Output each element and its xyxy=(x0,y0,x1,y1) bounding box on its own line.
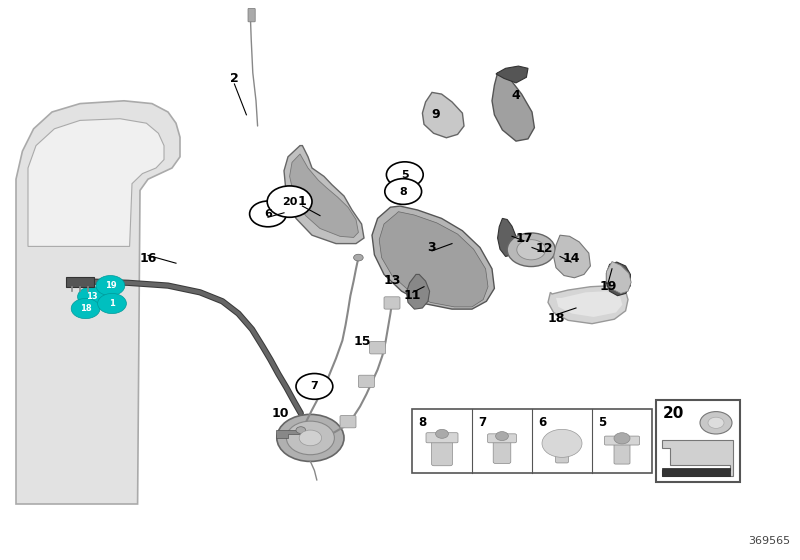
Circle shape xyxy=(71,298,100,319)
Circle shape xyxy=(250,201,286,227)
Circle shape xyxy=(700,412,732,434)
FancyBboxPatch shape xyxy=(248,8,255,22)
Text: 13: 13 xyxy=(383,273,401,287)
Polygon shape xyxy=(496,66,528,83)
FancyBboxPatch shape xyxy=(555,449,568,463)
Text: 3: 3 xyxy=(428,241,436,254)
FancyBboxPatch shape xyxy=(493,439,510,464)
Polygon shape xyxy=(16,101,180,504)
Polygon shape xyxy=(406,274,430,309)
Text: 14: 14 xyxy=(562,252,580,265)
Text: 6: 6 xyxy=(538,416,546,428)
Circle shape xyxy=(354,254,363,261)
Circle shape xyxy=(517,240,546,260)
Polygon shape xyxy=(422,92,464,138)
Circle shape xyxy=(614,433,630,444)
Text: 15: 15 xyxy=(354,335,371,348)
Polygon shape xyxy=(548,286,628,324)
FancyBboxPatch shape xyxy=(340,416,356,428)
FancyBboxPatch shape xyxy=(432,439,453,466)
Circle shape xyxy=(286,421,334,455)
Circle shape xyxy=(267,186,312,217)
Circle shape xyxy=(299,430,322,446)
Polygon shape xyxy=(492,73,534,141)
Text: 20: 20 xyxy=(282,197,298,207)
Polygon shape xyxy=(662,440,733,476)
Text: 2: 2 xyxy=(230,72,238,85)
Text: 6: 6 xyxy=(264,209,272,219)
Polygon shape xyxy=(284,146,364,244)
Polygon shape xyxy=(28,119,164,246)
Circle shape xyxy=(436,430,448,438)
FancyBboxPatch shape xyxy=(487,434,517,443)
Polygon shape xyxy=(276,430,302,438)
Text: 1: 1 xyxy=(109,299,115,308)
FancyBboxPatch shape xyxy=(426,433,458,443)
Text: 5: 5 xyxy=(598,416,606,428)
Text: 18: 18 xyxy=(547,311,565,325)
Circle shape xyxy=(98,293,126,314)
Polygon shape xyxy=(66,277,94,287)
Text: 20: 20 xyxy=(662,406,684,421)
Circle shape xyxy=(296,374,333,399)
Text: 10: 10 xyxy=(271,407,289,420)
FancyBboxPatch shape xyxy=(614,442,630,464)
Circle shape xyxy=(296,427,306,433)
Circle shape xyxy=(277,414,344,461)
Polygon shape xyxy=(379,212,488,307)
Text: 7: 7 xyxy=(478,416,486,428)
Text: 11: 11 xyxy=(404,289,422,302)
Polygon shape xyxy=(556,291,622,317)
Text: 8: 8 xyxy=(399,186,407,197)
FancyBboxPatch shape xyxy=(656,400,740,482)
Circle shape xyxy=(386,162,423,188)
FancyBboxPatch shape xyxy=(662,468,730,476)
Text: 18: 18 xyxy=(80,304,91,313)
Text: 17: 17 xyxy=(515,231,533,245)
Text: 369565: 369565 xyxy=(748,536,790,546)
Circle shape xyxy=(507,233,555,267)
Polygon shape xyxy=(606,262,630,296)
Text: 19: 19 xyxy=(105,281,116,290)
Polygon shape xyxy=(606,262,631,293)
Text: 19: 19 xyxy=(599,280,617,293)
FancyBboxPatch shape xyxy=(358,375,374,388)
Polygon shape xyxy=(290,154,358,237)
FancyBboxPatch shape xyxy=(412,409,652,473)
Text: 7: 7 xyxy=(310,381,318,391)
Circle shape xyxy=(495,432,509,441)
Text: 8: 8 xyxy=(418,416,426,428)
Text: 16: 16 xyxy=(139,252,157,265)
Text: 1: 1 xyxy=(298,195,306,208)
Text: 9: 9 xyxy=(431,108,439,122)
Polygon shape xyxy=(554,235,590,278)
FancyBboxPatch shape xyxy=(370,342,386,354)
Circle shape xyxy=(708,417,724,428)
Polygon shape xyxy=(498,218,516,256)
Circle shape xyxy=(542,430,582,458)
FancyBboxPatch shape xyxy=(605,436,640,445)
FancyBboxPatch shape xyxy=(384,297,400,309)
Text: 13: 13 xyxy=(86,292,98,301)
Text: 5: 5 xyxy=(401,170,409,180)
Circle shape xyxy=(385,179,422,204)
Text: 12: 12 xyxy=(535,242,553,255)
Text: 4: 4 xyxy=(512,88,520,102)
Polygon shape xyxy=(372,206,494,309)
Circle shape xyxy=(96,276,125,296)
Circle shape xyxy=(78,287,106,307)
